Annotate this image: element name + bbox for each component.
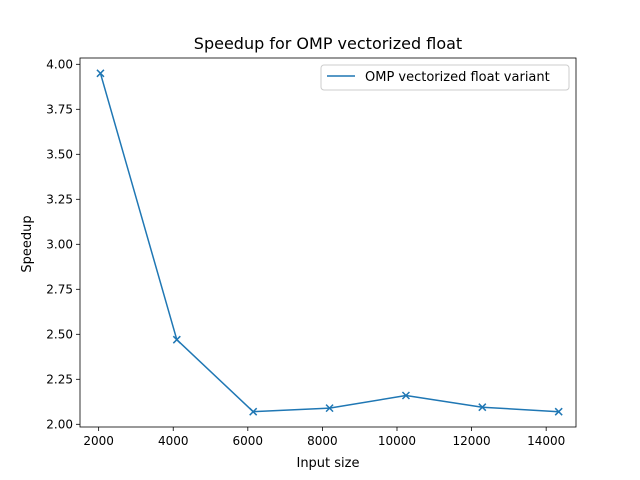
- x-tick-label: 12000: [452, 434, 490, 448]
- chart-title: Speedup for OMP vectorized float: [194, 34, 462, 53]
- legend-label: OMP vectorized float variant: [365, 70, 550, 85]
- x-tick-label: 2000: [83, 434, 114, 448]
- y-tick-label: 3.75: [46, 102, 73, 116]
- data-point-marker: [554, 407, 563, 416]
- y-tick-label: 4.00: [46, 57, 73, 71]
- x-tick-label: 8000: [307, 434, 338, 448]
- y-axis-label: Speedup: [20, 215, 35, 272]
- y-tick-label: 3.50: [46, 147, 73, 161]
- y-tick-label: 2.50: [46, 327, 73, 341]
- x-axis-label: Input size: [296, 456, 359, 471]
- y-tick-label: 2.25: [46, 372, 73, 386]
- x-tick-label: 14000: [527, 434, 565, 448]
- y-tick-label: 3.25: [46, 192, 73, 206]
- y-tick-label: 3.00: [46, 237, 73, 251]
- data-point-marker: [96, 69, 105, 78]
- data-point-marker: [172, 335, 181, 344]
- legend-box: [320, 64, 570, 91]
- x-tick-label: 6000: [233, 434, 264, 448]
- y-tick-label: 2.75: [46, 282, 73, 296]
- x-tick-label: 4000: [158, 434, 189, 448]
- y-tick-label: 2.00: [46, 417, 73, 431]
- legend: OMP vectorized float variant: [320, 64, 570, 91]
- plot-frame: [79, 57, 577, 428]
- data-point-marker: [401, 391, 410, 400]
- data-point-marker: [249, 407, 258, 416]
- data-point-marker: [325, 404, 334, 413]
- x-tick-label: 10000: [378, 434, 416, 448]
- data-point-marker: [478, 403, 487, 412]
